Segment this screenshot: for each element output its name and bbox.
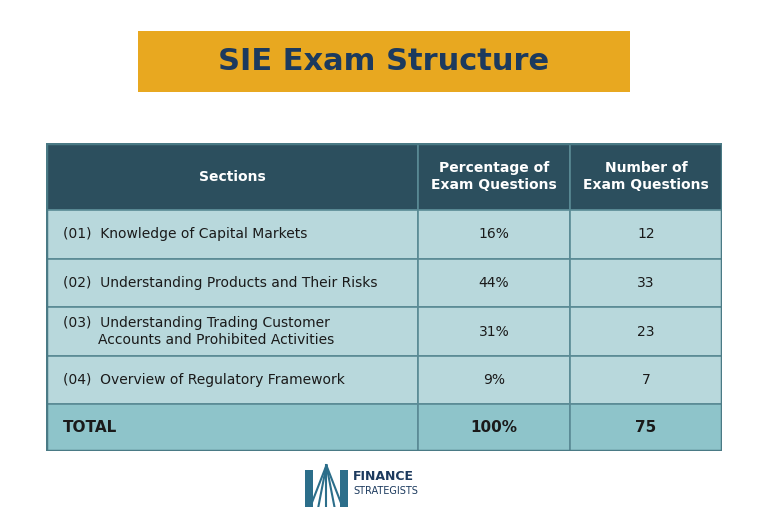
Bar — [418, 259, 570, 307]
Text: 16%: 16% — [478, 227, 509, 241]
Text: 7: 7 — [641, 373, 650, 387]
Text: 75: 75 — [635, 420, 657, 435]
Text: Percentage of
Exam Questions: Percentage of Exam Questions — [431, 161, 557, 193]
Text: TOTAL: TOTAL — [63, 420, 118, 435]
Bar — [46, 210, 418, 259]
Text: Sections: Sections — [199, 169, 265, 184]
Text: 23: 23 — [637, 325, 654, 338]
Text: 31%: 31% — [478, 325, 509, 338]
Text: FINANCE: FINANCE — [353, 470, 414, 482]
Text: (01)  Knowledge of Capital Markets: (01) Knowledge of Capital Markets — [63, 227, 307, 241]
Bar — [570, 259, 722, 307]
Bar — [418, 356, 570, 404]
Bar — [570, 210, 722, 259]
Bar — [305, 470, 313, 507]
Text: 12: 12 — [637, 227, 654, 241]
Bar — [418, 404, 570, 451]
Bar — [46, 143, 418, 210]
Text: STRATEGISTS: STRATEGISTS — [353, 486, 418, 496]
Text: Number of
Exam Questions: Number of Exam Questions — [583, 161, 709, 193]
Text: SIE Exam Structure: SIE Exam Structure — [218, 47, 550, 76]
Bar — [418, 210, 570, 259]
Bar — [570, 143, 722, 210]
Text: (02)  Understanding Products and Their Risks: (02) Understanding Products and Their Ri… — [63, 276, 378, 290]
Bar — [46, 307, 418, 356]
Text: 9%: 9% — [483, 373, 505, 387]
Text: 100%: 100% — [470, 420, 518, 435]
Bar — [339, 470, 348, 507]
Bar — [570, 356, 722, 404]
Bar — [570, 307, 722, 356]
Bar — [46, 259, 418, 307]
Bar — [418, 143, 570, 210]
Bar — [46, 356, 418, 404]
Text: (03)  Understanding Trading Customer
        Accounts and Prohibited Activities: (03) Understanding Trading Customer Acco… — [63, 316, 334, 347]
Text: 44%: 44% — [478, 276, 509, 290]
Text: (04)  Overview of Regulatory Framework: (04) Overview of Regulatory Framework — [63, 373, 345, 387]
Bar — [46, 404, 418, 451]
Text: 33: 33 — [637, 276, 654, 290]
FancyBboxPatch shape — [128, 30, 640, 93]
Bar — [570, 404, 722, 451]
Bar — [418, 307, 570, 356]
